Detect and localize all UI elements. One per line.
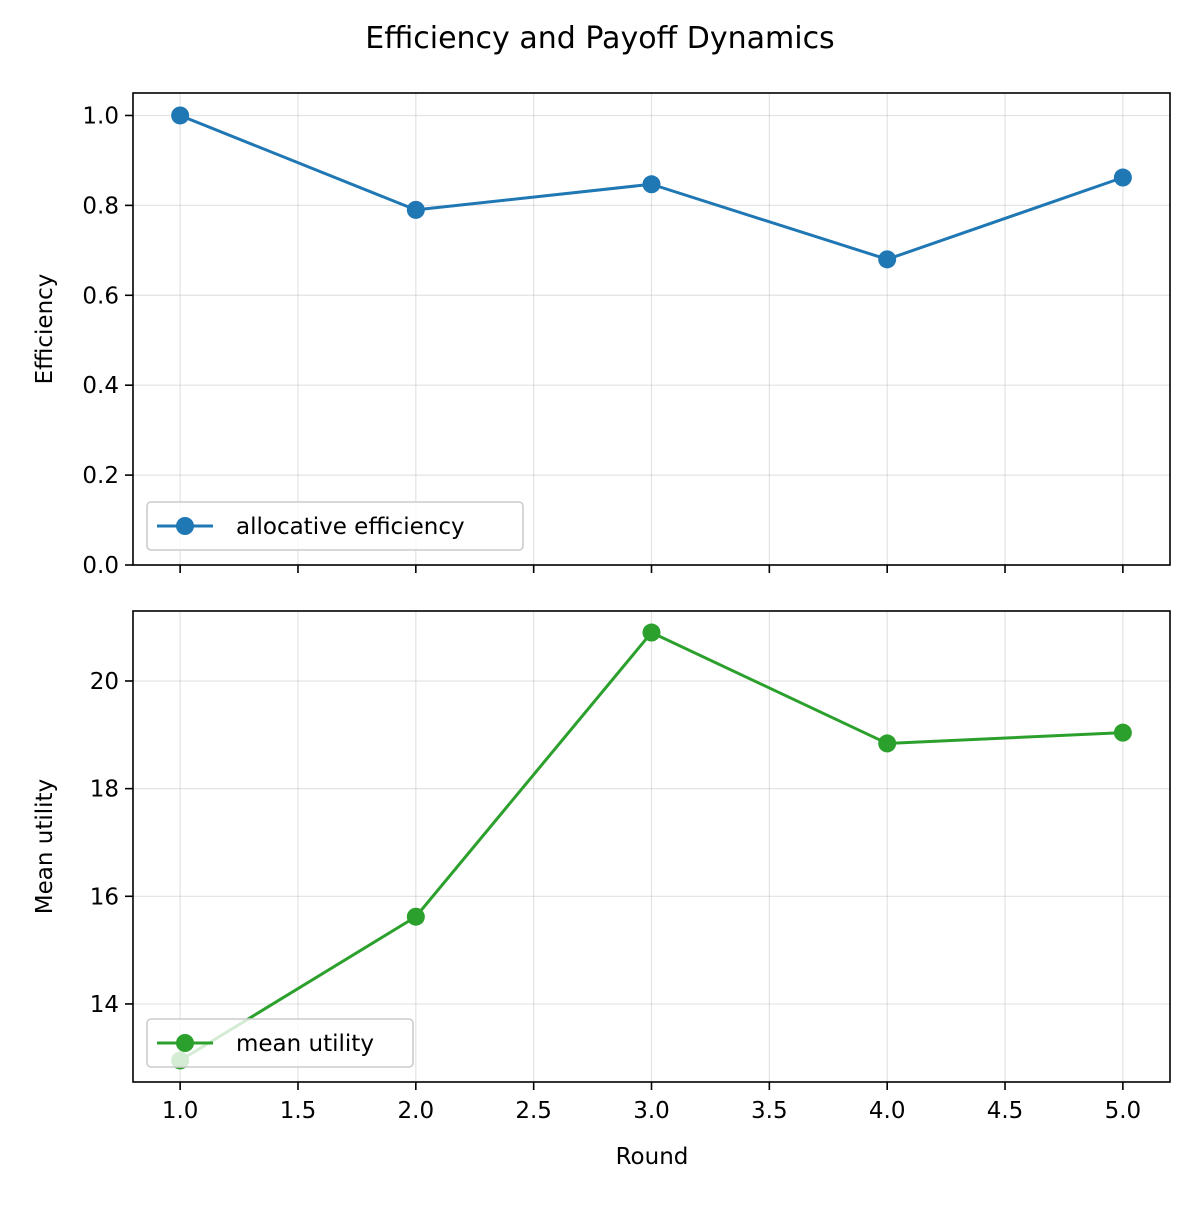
x-axis-label: Round bbox=[616, 1144, 689, 1170]
x-tick-label: 1.0 bbox=[162, 1098, 199, 1124]
x-tick-label: 4.0 bbox=[869, 1098, 906, 1124]
legend-marker bbox=[176, 1034, 194, 1052]
y-tick-label: 14 bbox=[90, 992, 119, 1018]
y-tick-label: 0.0 bbox=[82, 553, 119, 579]
data-point bbox=[1113, 723, 1132, 742]
data-point bbox=[642, 175, 661, 194]
legend bbox=[146, 501, 524, 551]
legend bbox=[146, 1018, 414, 1068]
y-tick-label: 16 bbox=[90, 884, 119, 910]
data-point bbox=[878, 250, 897, 269]
x-tick-label: 3.0 bbox=[633, 1098, 670, 1124]
data-point bbox=[406, 907, 425, 926]
bottom-panel: mean utility 1.0 1.5 2.0 2.5 3.0 3.5 4.0 4.5 5.0 1… bbox=[32, 610, 1171, 1124]
legend-marker bbox=[176, 517, 194, 535]
x-tick-label: 2.5 bbox=[515, 1098, 552, 1124]
y-tick-label: 0.8 bbox=[82, 193, 119, 219]
y-tick-label: 18 bbox=[90, 777, 119, 803]
x-tick-label: 1.5 bbox=[280, 1098, 317, 1124]
y-tick-label: 1.0 bbox=[82, 103, 119, 129]
y-tick-label: 0.4 bbox=[82, 373, 119, 399]
data-point bbox=[1113, 168, 1132, 187]
x-tick-label: 5.0 bbox=[1105, 1098, 1142, 1124]
y-axis-label: Efficiency bbox=[32, 274, 58, 385]
data-point bbox=[406, 200, 425, 219]
y-tick-label: 20 bbox=[90, 669, 119, 695]
top-panel: allocative efficiency 0.0 0.2 0.4 0.6 0.8 1.0 E… bbox=[32, 92, 1171, 579]
chart-title: Efficiency and Payoff Dynamics bbox=[365, 21, 834, 56]
x-tick-label: 2.0 bbox=[398, 1098, 435, 1124]
x-tick-label: 3.5 bbox=[751, 1098, 788, 1124]
y-axis-label: Mean utility bbox=[32, 779, 58, 914]
y-tick-label: 0.6 bbox=[82, 283, 119, 309]
data-point bbox=[878, 734, 897, 753]
x-tick-label: 4.5 bbox=[987, 1098, 1024, 1124]
y-tick-label: 0.2 bbox=[82, 463, 119, 489]
data-point bbox=[642, 623, 661, 642]
legend-label: allocative efficiency bbox=[236, 514, 465, 540]
legend-label: mean utility bbox=[236, 1031, 374, 1057]
data-point bbox=[171, 106, 190, 125]
